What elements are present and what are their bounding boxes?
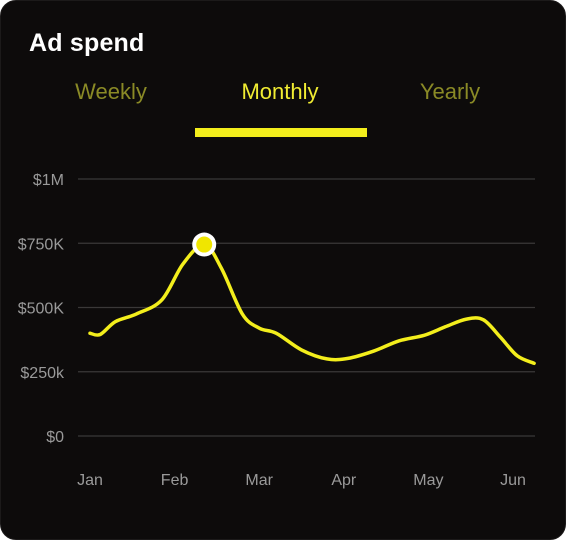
- series-line: [88, 242, 536, 366]
- tab-monthly[interactable]: Monthly: [241, 79, 319, 104]
- highlight-point[interactable]: [196, 236, 213, 253]
- x-tick-label: Feb: [161, 472, 189, 489]
- tab-weekly[interactable]: Weekly: [75, 79, 147, 104]
- y-tick-label: $1M: [33, 172, 64, 189]
- x-tick-label: Mar: [245, 472, 273, 489]
- y-tick-label: $0: [46, 429, 64, 446]
- x-tick-label: May: [413, 472, 443, 489]
- active-tab-indicator: [195, 128, 367, 137]
- y-tick-label: $500K: [18, 301, 65, 318]
- x-tick-label: Jan: [77, 472, 103, 489]
- tab-yearly[interactable]: Yearly: [419, 79, 481, 104]
- x-tick-label: Jun: [500, 472, 526, 489]
- y-tick-label: $750K: [18, 236, 65, 253]
- y-tick-label: $250k: [20, 365, 65, 382]
- card-title: Ad spend: [29, 29, 145, 57]
- x-tick-label: Apr: [331, 472, 357, 489]
